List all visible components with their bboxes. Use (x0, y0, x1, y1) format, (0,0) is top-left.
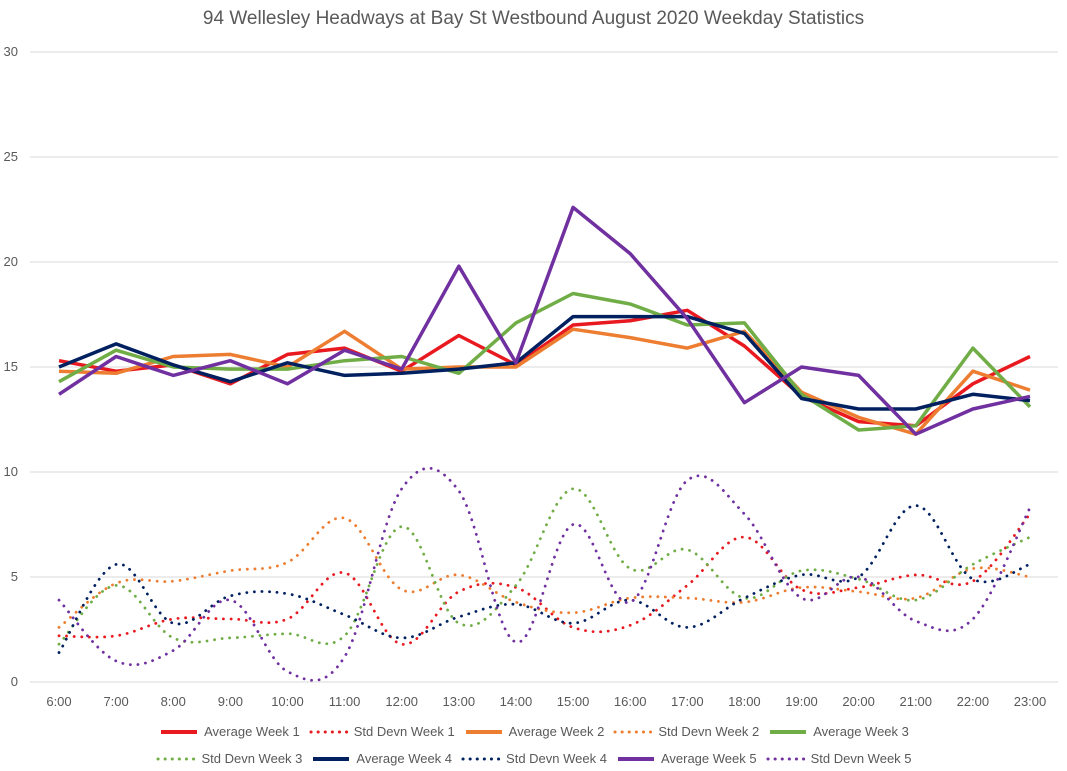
x-tick-label: 22:00 (957, 694, 990, 709)
legend-item: Std Devn Week 4 (460, 751, 607, 766)
x-tick-label: 10:00 (271, 694, 304, 709)
legend-item: Std Devn Week 2 (612, 724, 759, 739)
legend-swatch-icon (770, 729, 807, 734)
y-tick-label: 5 (11, 569, 18, 584)
x-tick-label: 13:00 (443, 694, 476, 709)
series-lines (57, 205, 1032, 682)
legend-label: Std Devn Week 1 (353, 724, 455, 739)
y-tick-label: 0 (11, 674, 18, 689)
legend-item: Std Devn Week 5 (765, 751, 912, 766)
legend-swatch-icon (161, 729, 198, 734)
y-tick-label: 25 (4, 149, 18, 164)
series-line-std-devn-week-5 (57, 466, 1032, 682)
x-tick-label: 15:00 (557, 694, 590, 709)
series-line-std-devn-week-2 (57, 516, 1032, 629)
x-tick-label: 9:00 (218, 694, 243, 709)
legend-label: Average Week 4 (356, 751, 453, 766)
x-tick-label: 23:00 (1014, 694, 1047, 709)
legend-label: Std Devn Week 2 (658, 724, 760, 739)
y-tick-label: 10 (4, 464, 18, 479)
legend-item: Average Week 4 (310, 751, 452, 766)
legend-swatch-icon (156, 757, 196, 760)
y-tick-label: 15 (4, 359, 18, 374)
legend-label: Std Devn Week 4 (506, 751, 607, 766)
chart-title: 94 Wellesley Headways at Bay St Westboun… (202, 8, 865, 29)
series-line-std-devn-week-1 (57, 512, 1032, 646)
legend-label: Average Week 3 (813, 724, 909, 739)
legend-swatch-icon (613, 730, 653, 733)
legend-item: Average Week 5 (615, 751, 757, 766)
x-tick-label: 12:00 (385, 694, 418, 709)
legend-swatch-icon (309, 730, 349, 733)
series-line-average-week-5 (58, 205, 1031, 436)
series-line-std-devn-week-3 (57, 487, 1032, 646)
legend-label: Std Devn Week 3 (201, 751, 303, 766)
legend-label: Average Week 5 (660, 751, 757, 766)
legend-swatch-icon (465, 729, 502, 734)
series-line-average-week-2 (58, 327, 1031, 436)
series-line-std-devn-week-4 (57, 504, 1032, 654)
legend-label: Std Devn Week 5 (810, 751, 912, 766)
x-tick-label: 19:00 (785, 694, 818, 709)
legend-item: Average Week 1 (158, 724, 300, 739)
x-tick-label: 11:00 (329, 694, 361, 709)
x-tick-label: 18:00 (728, 694, 761, 709)
legend-swatch-icon (617, 756, 654, 761)
gridlines (30, 51, 1058, 683)
y-tick-label: 30 (4, 44, 18, 59)
legend-item: Average Week 2 (463, 724, 605, 739)
legend-swatch-icon (766, 757, 806, 760)
x-tick-label: 14:00 (500, 694, 533, 709)
legend-label: Average Week 2 (508, 724, 605, 739)
legend-item: Std Devn Week 1 (308, 724, 455, 739)
x-tick-label: 16:00 (614, 694, 647, 709)
legend-swatch-icon (313, 756, 350, 761)
y-tick-label: 20 (4, 254, 18, 269)
series-line-average-week-3 (58, 291, 1032, 432)
line-chart: 0 5 10 15 20 25 30 6:00 7:00 8:00 9:00 10:00 11:00 1… (4, 44, 1058, 709)
x-axis-ticks: 6:00 7:00 8:00 9:00 10:00 11:00 12:00 13:00 14:0… (46, 694, 1046, 709)
legend-label: Average Week 1 (204, 724, 300, 739)
legend-item: Average Week 3 (767, 724, 909, 739)
x-tick-label: 6:00 (46, 694, 71, 709)
legend-row-1: Average Week 1 Std Devn Week 1 Average Wee… (0, 724, 1067, 739)
y-axis-ticks: 0 5 10 15 20 25 30 (4, 44, 18, 689)
series-line-average-week-4 (58, 314, 1031, 411)
x-tick-label: 7:00 (103, 694, 128, 709)
legend-item: Std Devn Week 3 (155, 751, 302, 766)
x-tick-label: 20:00 (842, 694, 875, 709)
legend-swatch-icon (461, 757, 501, 760)
x-tick-label: 8:00 (161, 694, 186, 709)
x-tick-label: 17:00 (671, 694, 704, 709)
legend-row-2: Std Devn Week 3 Average Week 4 Std Devn We… (0, 751, 1067, 766)
x-tick-label: 21:00 (899, 694, 932, 709)
